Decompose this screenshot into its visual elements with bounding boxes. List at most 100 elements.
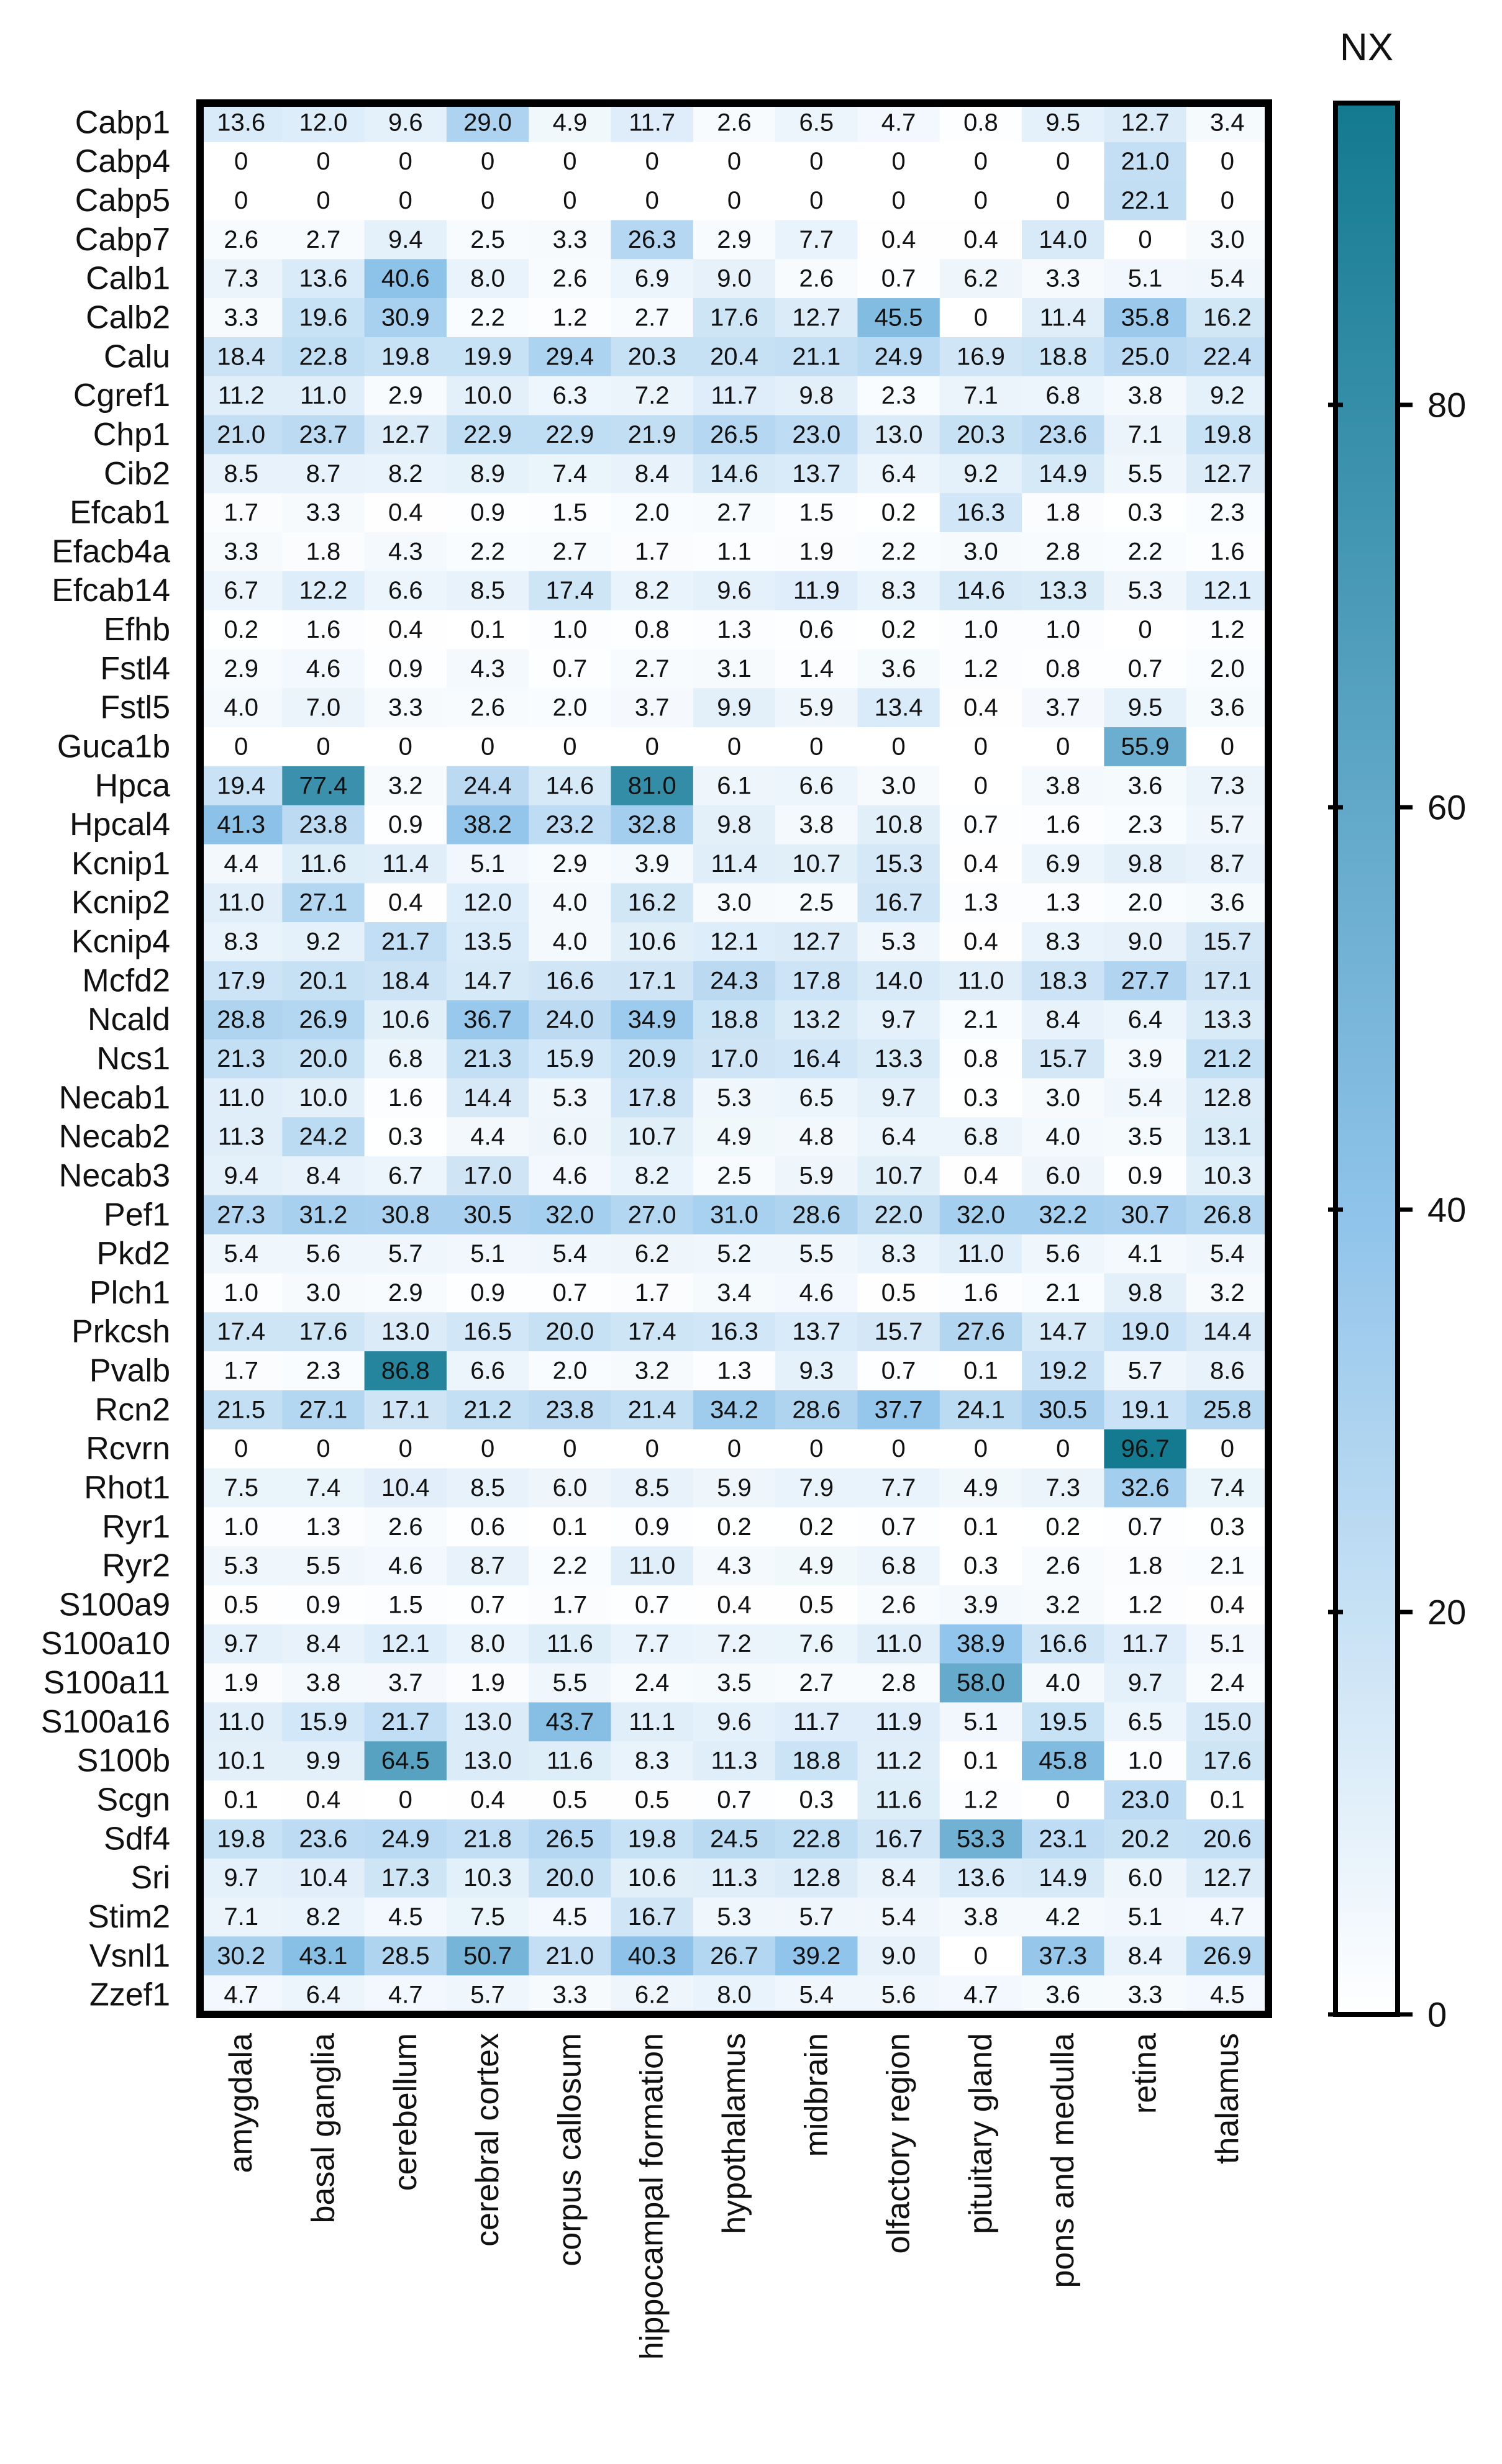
cell-value-label: 43.1 (299, 1942, 348, 1970)
heatmap-cell (611, 1039, 694, 1079)
heatmap-cell (529, 1546, 612, 1586)
heatmap-cell (446, 883, 529, 923)
heatmap-cell (775, 298, 858, 338)
heatmap-cell (693, 376, 776, 416)
heatmap-cell (1022, 376, 1104, 416)
colorbar-tick-label: 60 (1427, 788, 1466, 827)
heatmap-cell (446, 571, 529, 611)
heatmap-cell (446, 1663, 529, 1703)
cell-value-label: 26.7 (710, 1942, 758, 1970)
heatmap-cell (775, 844, 858, 884)
cell-value-label: 3.3 (1045, 265, 1080, 292)
heatmap-cell (200, 727, 283, 767)
cell-value-label: 37.7 (875, 1396, 923, 1423)
heatmap-cell (857, 1858, 940, 1898)
cell-value-label: 19.8 (217, 1825, 265, 1852)
row-label-chp1: Chp1 (93, 417, 170, 453)
heatmap-cell (446, 1234, 529, 1274)
cell-value-label: 12.7 (1203, 460, 1252, 487)
heatmap-cell (282, 805, 365, 845)
heatmap-cell (1104, 1546, 1187, 1586)
cell-value-label: 0 (1221, 1435, 1234, 1462)
heatmap-cell (857, 1702, 940, 1742)
heatmap-cell (529, 1663, 612, 1703)
heatmap-cell (775, 610, 858, 650)
cell-value-label: 17.1 (381, 1396, 430, 1423)
heatmap-cell (857, 1000, 940, 1040)
cell-value-label: 8.7 (470, 1552, 505, 1580)
cell-value-label: 0 (481, 1435, 494, 1462)
cell-value-label: 11.4 (1040, 304, 1086, 331)
heatmap-cell (282, 1702, 365, 1742)
heatmap-cell (529, 1039, 612, 1079)
cell-value-label: 0.8 (635, 616, 670, 643)
heatmap-cell (282, 220, 365, 260)
cell-value-label: 21.7 (381, 1708, 430, 1736)
cell-value-label: 0 (399, 187, 412, 214)
cell-value-label: 24.9 (381, 1825, 430, 1852)
cell-value-label: 15.9 (545, 1045, 594, 1072)
heatmap-cell (364, 1858, 447, 1898)
cell-value-label: 2.2 (470, 304, 505, 331)
cell-value-label: 11.0 (300, 382, 347, 409)
heatmap-cell (200, 766, 283, 806)
heatmap-cell (693, 688, 776, 728)
heatmap-cell (364, 961, 447, 1001)
heatmap-cell (282, 376, 365, 416)
cell-value-label: 1.8 (1045, 499, 1080, 527)
heatmap-cell (1104, 415, 1187, 455)
cell-value-label: 3.0 (963, 538, 998, 565)
heatmap-cell (529, 961, 612, 1001)
heatmap-cell (364, 259, 447, 299)
cell-value-label: 5.4 (1210, 265, 1245, 292)
heatmap-cell (200, 1429, 283, 1469)
heatmap-cell (1022, 493, 1104, 533)
heatmap-cell (282, 1624, 365, 1664)
cell-value-label: 23.2 (545, 811, 594, 838)
cell-value-label: 3.8 (306, 1669, 341, 1696)
heatmap-cell (200, 1156, 283, 1196)
cell-value-label: 4.1 (1128, 1240, 1163, 1267)
heatmap-cell (857, 1897, 940, 1937)
heatmap-cell (446, 337, 529, 377)
cell-value-label: 11.0 (218, 889, 265, 917)
heatmap-cell (857, 493, 940, 533)
heatmap-cell (364, 415, 447, 455)
cell-value-label: 27.1 (299, 1396, 348, 1423)
cell-value-label: 12.1 (710, 928, 758, 956)
heatmap-cell (282, 1390, 365, 1430)
heatmap-cell (857, 415, 940, 455)
heatmap-cell (775, 766, 858, 806)
heatmap-cell (611, 1117, 694, 1157)
cell-value-label: 26.9 (299, 1006, 348, 1033)
heatmap-cell (1022, 688, 1104, 728)
heatmap-cell (446, 610, 529, 650)
heatmap-cell (611, 805, 694, 845)
heatmap-cell (939, 688, 1022, 728)
heatmap-cell (364, 337, 447, 377)
cell-value-label: 2.4 (635, 1669, 670, 1696)
heatmap-cell (529, 1468, 612, 1508)
heatmap-cell (857, 805, 940, 845)
cell-value-label: 6.4 (306, 1982, 341, 2009)
heatmap-cell (446, 922, 529, 962)
cell-value-label: 0 (891, 733, 905, 760)
heatmap-cell (1104, 1975, 1187, 2015)
cell-value-label: 0.1 (470, 616, 505, 643)
cell-value-label: 17.6 (1203, 1747, 1252, 1775)
heatmap-cell (611, 259, 694, 299)
cell-value-label: 24.0 (545, 1006, 594, 1033)
heatmap-cell (1022, 1741, 1104, 1781)
heatmap-cell (1104, 649, 1187, 689)
cell-value-label: 14.4 (463, 1084, 512, 1112)
heatmap-cell (611, 376, 694, 416)
heatmap-cell (1022, 1975, 1104, 2015)
row-label-efacb4a: Efacb4a (52, 533, 170, 569)
heatmap-cell (364, 1546, 447, 1586)
cell-value-label: 2.5 (717, 1162, 752, 1189)
heatmap-cell (446, 376, 529, 416)
cell-value-label: 6.8 (963, 1123, 998, 1151)
cell-value-label: 8.3 (881, 577, 916, 604)
cell-value-label: 11.6 (547, 1630, 593, 1657)
heatmap-cell (857, 649, 940, 689)
